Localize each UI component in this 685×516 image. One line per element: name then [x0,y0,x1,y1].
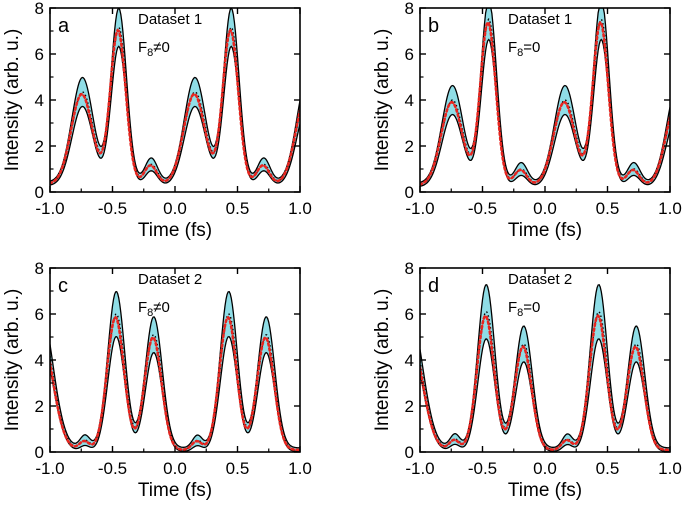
traces-c [50,290,300,452]
x-tick-label: -1.0 [35,199,64,218]
panel-letter: c [58,275,68,297]
dataset-label: Dataset 2 [138,271,202,288]
reconstruction-red-dotted-line [420,20,670,186]
y-tick-label: 2 [405,397,414,416]
x-tick-label: 1.0 [288,459,312,478]
x-tick-label: -0.5 [98,459,127,478]
band-upper-edge [420,8,670,183]
dataset-label: Dataset 1 [138,11,202,28]
condition-label: F8≠0 [138,39,170,59]
panel-letter: a [58,15,70,37]
y-tick-label: 0 [35,443,44,462]
y-tick-label: 6 [405,305,414,324]
x-tick-label: 1.0 [658,199,682,218]
y-tick-label: 8 [405,259,414,278]
y-tick-label: 6 [405,45,414,64]
y-tick-label: 4 [405,351,414,370]
x-tick-label: -0.5 [468,199,497,218]
x-tick-label: -0.5 [98,199,127,218]
y-tick-label: 8 [35,0,44,18]
y-tick-label: 6 [35,305,44,324]
y-axis-title: Intensity (arb. u.) [2,29,23,172]
dataset-label: Dataset 1 [508,11,572,28]
x-tick-label: -1.0 [405,459,434,478]
x-tick-label: 0.5 [226,459,250,478]
condition-label: F8≠0 [138,299,170,319]
x-axis-title: Time (fs) [138,220,212,241]
traces-d [420,283,670,452]
traces-a [50,8,300,186]
x-axis-title: Time (fs) [138,480,212,501]
y-tick-label: 2 [35,397,44,416]
traces-b [420,8,670,187]
y-tick-label: 2 [405,137,414,156]
y-tick-label: 0 [35,183,44,202]
y-tick-label: 4 [35,91,44,110]
y-tick-label: 4 [405,91,414,110]
panel-letter: d [428,275,439,297]
x-tick-label: -0.5 [468,459,497,478]
y-tick-label: 8 [35,259,44,278]
x-tick-label: 0.5 [596,459,620,478]
band-lower-edge [420,38,670,187]
x-tick-label: 1.0 [658,459,682,478]
band-upper-edge [50,290,300,449]
y-axis-title: Intensity (arb. u.) [372,29,393,172]
y-tick-label: 2 [35,137,44,156]
x-tick-label: 1.0 [288,199,312,218]
x-axis-title: Time (fs) [508,480,582,501]
y-tick-label: 8 [405,0,414,18]
x-tick-label: 0.0 [533,459,557,478]
x-tick-label: 0.0 [533,199,557,218]
panel-letter: b [428,15,439,37]
x-tick-label: 0.5 [226,199,250,218]
x-tick-label: -1.0 [35,459,64,478]
y-axis-title: Intensity (arb. u.) [2,289,23,432]
y-tick-label: 6 [35,45,44,64]
reconstruction-red-dotted-line [50,28,300,185]
panel-d: -1.0 -0.5 0.0 0.5 1.0 0 2 4 6 8 Time (fs) Intensity… [372,259,682,501]
mean-dotted-line [420,311,670,451]
y-tick-label: 4 [35,351,44,370]
x-axis-title: Time (fs) [508,220,582,241]
condition-label: F8=0 [508,299,540,319]
panel-b: -1.0 -0.5 0.0 0.5 1.0 0 2 4 6 8 Time (fs) Intensity… [372,0,682,241]
panel-c: -1.0 -0.5 0.0 0.5 1.0 0 2 4 6 8 Time (fs) Intensity… [2,259,312,501]
dataset-label: Dataset 2 [508,271,572,288]
x-tick-label: 0.0 [163,199,187,218]
uncertainty-band [50,291,300,452]
y-tick-label: 0 [405,443,414,462]
x-tick-label: 0.5 [596,199,620,218]
condition-label: F8=0 [508,39,540,59]
band-upper-edge [420,283,670,449]
x-tick-label: -1.0 [405,199,434,218]
panel-a: -1.0 -0.5 0.0 0.5 1.0 0 2 4 6 8 Time (fs) Intensity… [2,0,312,241]
y-axis-title: Intensity (arb. u.) [372,289,393,432]
x-tick-label: 0.0 [163,459,187,478]
y-tick-label: 0 [405,183,414,202]
